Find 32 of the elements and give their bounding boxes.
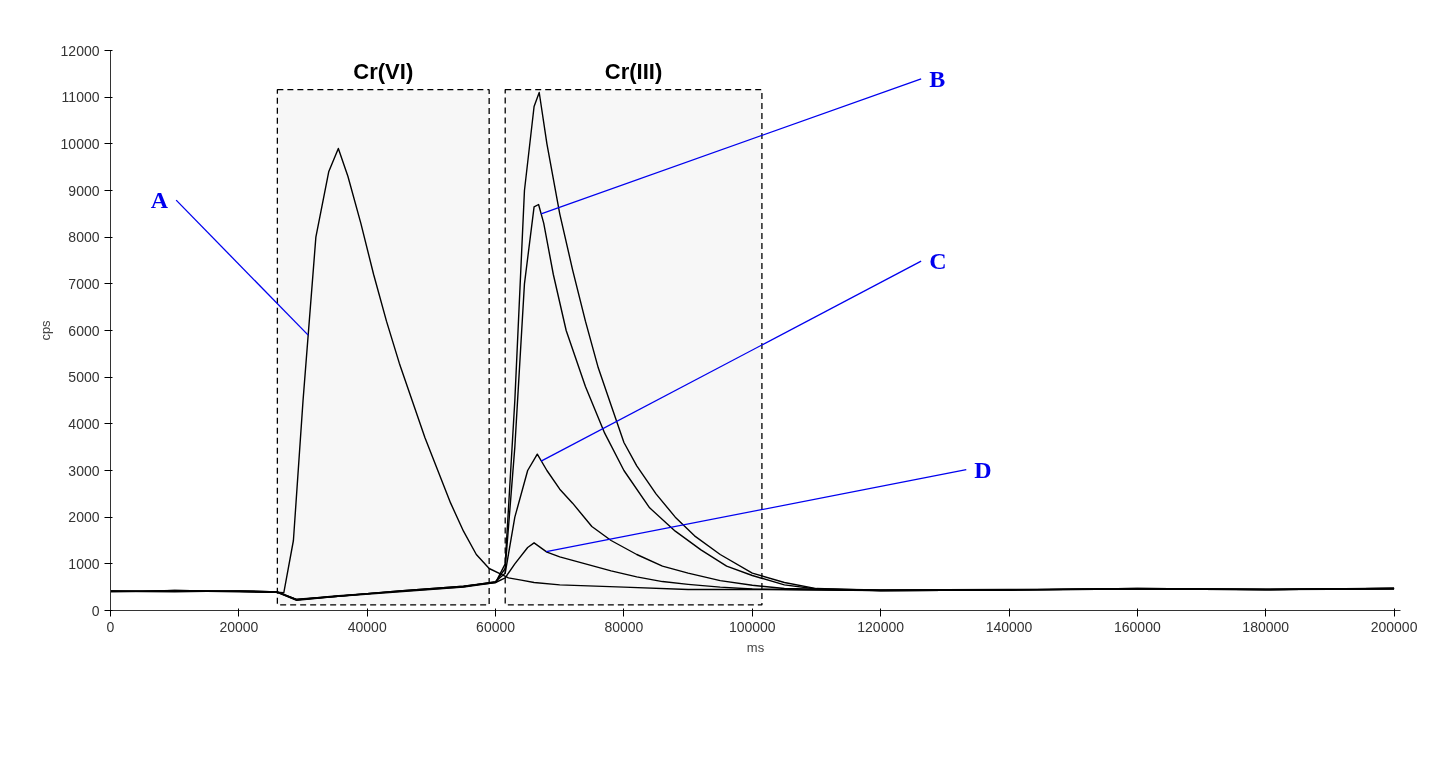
y-tick-label: 5000 <box>68 369 100 386</box>
x-tick-label: 160000 <box>1114 618 1161 635</box>
y-tick-label: 1000 <box>68 555 100 572</box>
y-tick-label: 6000 <box>68 322 100 339</box>
y-tick-label: 12000 <box>60 42 100 59</box>
x-tick-label: 120000 <box>857 618 905 635</box>
y-tick-label: 11000 <box>61 89 100 106</box>
x-tick-label: 80000 <box>604 618 644 635</box>
y-tick-label: 10000 <box>60 135 100 152</box>
x-tick-label: 20000 <box>219 618 259 635</box>
annotation: B <box>929 65 946 92</box>
annotation: A <box>150 187 169 214</box>
x-tick-label: 0 <box>106 618 115 635</box>
x-axis-title: ms <box>746 639 765 655</box>
x-tick-label: 100000 <box>728 618 776 635</box>
x-tick-label: 60000 <box>476 618 516 635</box>
x-tick-label: 140000 <box>985 618 1033 635</box>
y-tick-label: 9000 <box>68 182 100 199</box>
y-axis-title: cps <box>37 319 53 341</box>
y-tick-label: 4000 <box>68 415 100 432</box>
x-tick-label: 40000 <box>347 618 387 635</box>
band-label: Cr(III) <box>604 59 663 85</box>
y-tick-label: 2000 <box>68 509 100 526</box>
y-tick-label: 0 <box>91 602 100 619</box>
x-tick-label: 180000 <box>1242 618 1290 635</box>
x-tick-label: 200000 <box>1370 618 1418 635</box>
band-label: Cr(VI) <box>353 59 414 85</box>
annotation: D <box>974 456 992 483</box>
y-tick-label: 7000 <box>68 275 100 292</box>
y-tick-label: 8000 <box>68 229 100 246</box>
annotation: C <box>929 248 947 275</box>
y-tick-label: 3000 <box>68 462 100 479</box>
